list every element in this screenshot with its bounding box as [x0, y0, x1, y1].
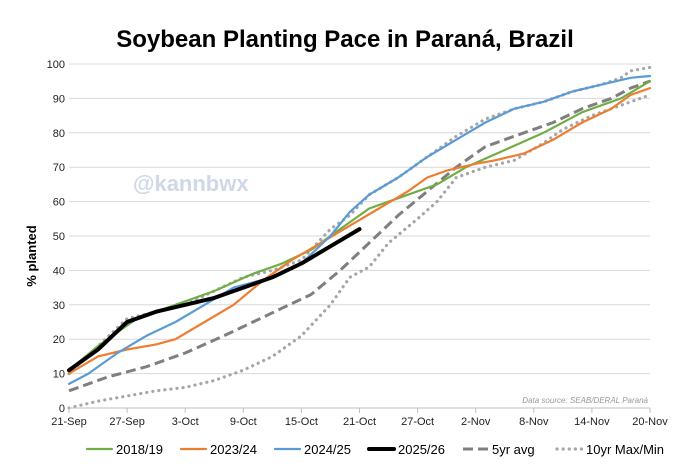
legend-label: 5yr avg	[492, 442, 535, 457]
x-tick-label: 21-Oct	[343, 416, 376, 428]
gridlines	[69, 63, 650, 375]
y-tick-label: 0	[59, 403, 65, 415]
y-tick-label: 50	[53, 231, 65, 243]
x-tick-label: 27-Sep	[109, 416, 144, 428]
y-axis-label: % planted	[24, 225, 39, 286]
legend: 2018/19 2023/24 2024/25 2025/26 5yr avg 10yr …	[85, 442, 664, 457]
y-tick-label: 90	[53, 93, 65, 105]
x-tick-label: 27-Oct	[401, 416, 434, 428]
x-tick-label: 15-Oct	[285, 416, 318, 428]
y-tick-label: 10	[53, 369, 65, 381]
y-tick-label: 30	[53, 300, 65, 312]
y-tick-label: 40	[53, 265, 65, 277]
legend-label: 2018/19	[116, 442, 163, 457]
source-note: Data source: SEAB/DERAL Paraná	[522, 396, 648, 405]
legend-label: 2023/24	[210, 442, 257, 457]
series-line-2024-25	[67, 74, 652, 385]
y-tick-label: 80	[53, 128, 65, 140]
y-tick-label: 60	[53, 197, 65, 209]
x-tick-label: 20-Nov	[632, 416, 668, 428]
x-tick-label: 9-Oct	[230, 416, 257, 428]
y-tick-label: 70	[53, 162, 65, 174]
series-line-2018-19	[67, 80, 652, 372]
x-axis-ticks: 21-Sep 27-Sep 3-Oct 9-Oct 15-Oct 21-Oct 27-Oct…	[51, 408, 668, 428]
x-tick-label: 8-Nov	[519, 416, 549, 428]
series-line-10yr-max-min	[67, 93, 652, 410]
series-line-5yr-avg	[68, 79, 651, 393]
series-line-2025-26	[67, 227, 362, 373]
x-tick-label: 2-Nov	[461, 416, 491, 428]
y-tick-label: 100	[47, 59, 65, 71]
legend-label: 2024/25	[304, 442, 351, 457]
y-tick-label: 20	[53, 334, 65, 346]
x-tick-label: 3-Oct	[172, 416, 199, 428]
y-axis-ticks: 0 10 20 30 40 50 60 70 80 90 100	[47, 59, 65, 415]
legend-label: 2025/26	[398, 442, 445, 457]
x-tick-label: 14-Nov	[574, 416, 610, 428]
watermark-text: @kannbwx	[133, 171, 249, 196]
series-group	[67, 65, 652, 410]
legend-label: 10yr Max/Min	[586, 442, 664, 457]
series-line-2023-24	[67, 87, 652, 375]
x-tick-label: 21-Sep	[51, 416, 86, 428]
chart-title: Soybean Planting Pace in Paraná, Brazil	[116, 26, 574, 53]
